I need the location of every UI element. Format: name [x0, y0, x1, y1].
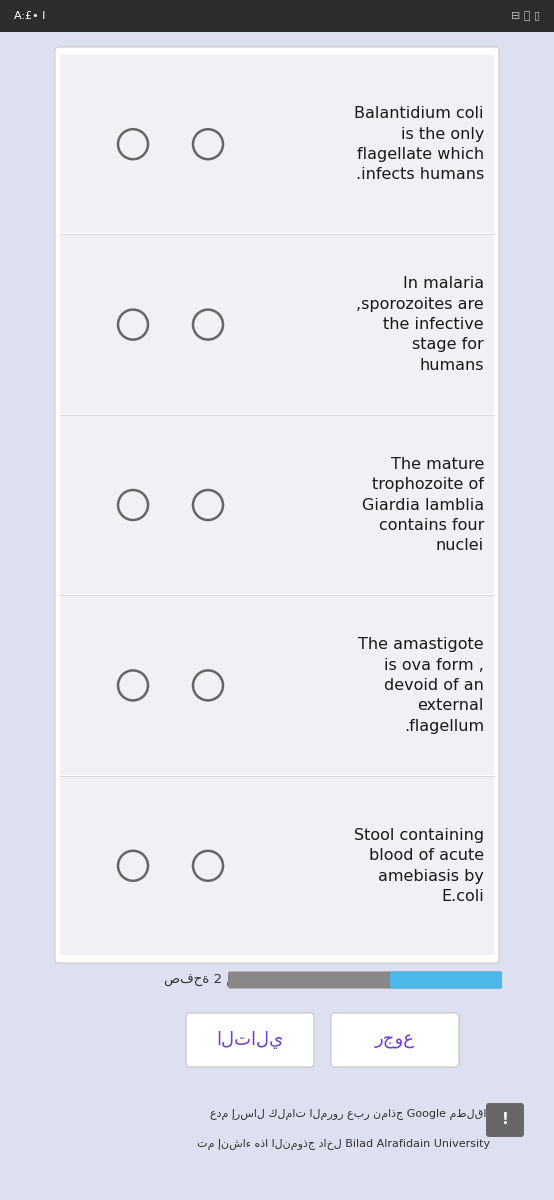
Text: The mature
trophozoite of
Giardia lamblia
contains four
nuclei: The mature trophozoite of Giardia lambli… [362, 457, 484, 553]
FancyBboxPatch shape [60, 415, 494, 594]
Text: التالي: التالي [217, 1031, 284, 1049]
Text: !: ! [501, 1112, 509, 1128]
Text: Balantidium coli
is the only
flagellate which
.infects humans: Balantidium coli is the only flagellate … [355, 106, 484, 182]
FancyBboxPatch shape [55, 47, 499, 962]
Text: عدم إرسال كلمات المرور عبر نماذج Google مطلقا.: عدم إرسال كلمات المرور عبر نماذج Google … [210, 1110, 490, 1121]
Text: A:£• I: A:£• I [14, 11, 45, 20]
Text: The amastigote
is ova form ,
devoid of an
external
.flagellum: The amastigote is ova form , devoid of a… [358, 637, 484, 733]
Text: ⊟ ⦿ ▯: ⊟ ⦿ ▯ [511, 11, 540, 20]
FancyBboxPatch shape [60, 776, 494, 955]
Text: In malaria
,sporozoites are
the infective
stage for
humans: In malaria ,sporozoites are the infectiv… [356, 276, 484, 373]
FancyBboxPatch shape [390, 972, 502, 989]
FancyBboxPatch shape [60, 235, 494, 414]
FancyBboxPatch shape [486, 1103, 524, 1138]
FancyBboxPatch shape [186, 1013, 314, 1067]
Text: صفحة 2 من 5: صفحة 2 من 5 [163, 973, 257, 986]
Text: رجوع: رجوع [375, 1031, 415, 1049]
FancyBboxPatch shape [60, 55, 494, 233]
FancyBboxPatch shape [0, 0, 554, 32]
FancyBboxPatch shape [331, 1013, 459, 1067]
FancyBboxPatch shape [228, 972, 502, 989]
FancyBboxPatch shape [60, 596, 494, 775]
Text: Stool containing
blood of acute
amebiasis by
E.coli: Stool containing blood of acute amebiasi… [354, 828, 484, 904]
Text: تم إنشاء هذا النموذج داخل Bilad Alrafidain University: تم إنشاء هذا النموذج داخل Bilad Alrafida… [197, 1140, 490, 1151]
